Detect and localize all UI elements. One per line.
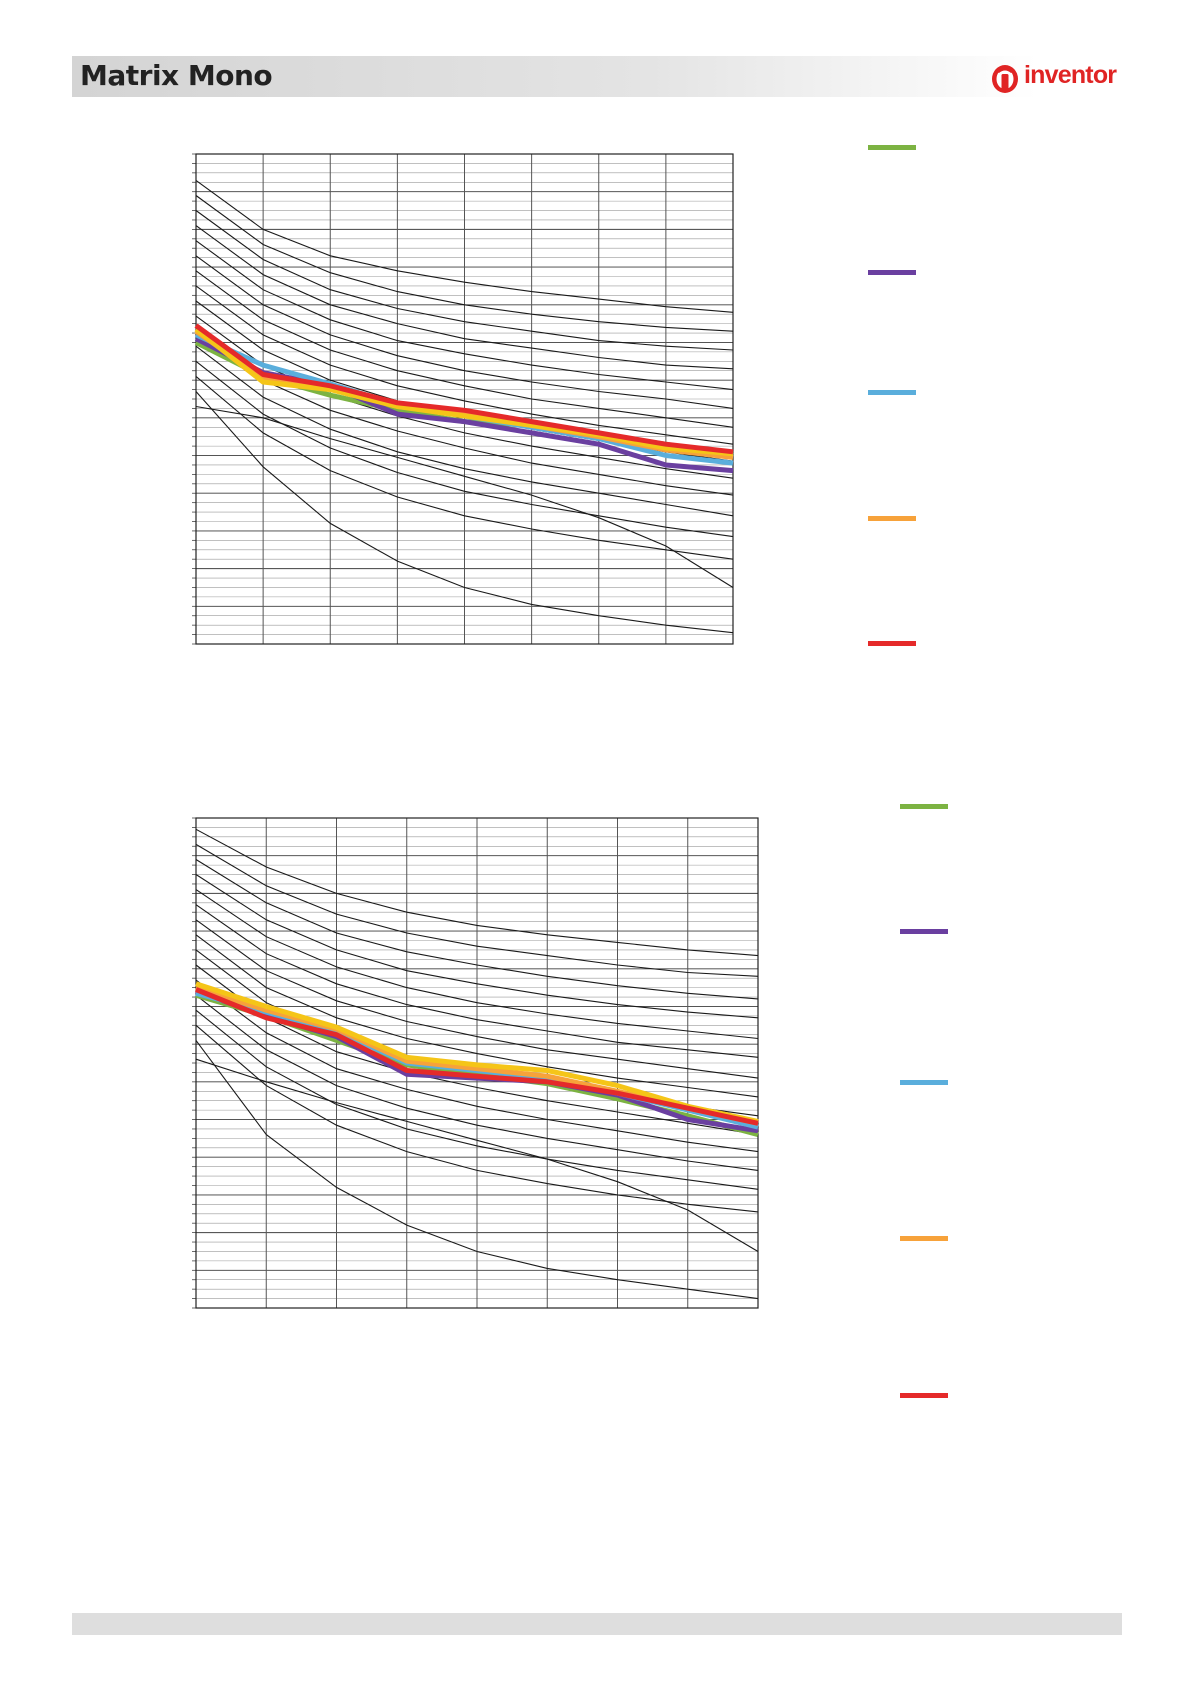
reference-curve-14	[195, 1024, 759, 1213]
reference-curve-12	[195, 345, 734, 517]
reference-curve-11	[195, 979, 759, 1153]
reference-curve-6	[195, 255, 734, 409]
grid	[192, 153, 734, 645]
legend-swatch-5	[900, 1393, 948, 1398]
legend-swatch-2	[868, 270, 916, 275]
brand-name: inventor	[1024, 61, 1117, 89]
reference-curve-7	[195, 270, 734, 428]
brand-logo: inventor	[990, 60, 1125, 96]
legend-swatch-2	[900, 929, 948, 934]
reference-curve-6	[195, 904, 759, 1058]
legend-swatch-4	[900, 1236, 948, 1241]
brand-mark-icon	[992, 65, 1018, 93]
reference-curve-11	[195, 330, 734, 496]
chart-top	[192, 153, 734, 645]
reference-curve-2	[195, 195, 734, 332]
series-line-5	[194, 327, 734, 457]
reference-curve-1	[195, 828, 759, 957]
reference-curve-13	[195, 360, 734, 538]
legend-swatch-3	[868, 390, 916, 395]
legend-swatch-3	[900, 1080, 948, 1085]
reference-curve-14	[195, 375, 734, 560]
plot-frame	[195, 817, 759, 1309]
reference-curve-4	[195, 225, 734, 370]
footer-bar	[72, 1613, 1122, 1635]
reference-curve-4	[195, 874, 759, 1019]
legend-swatch-4	[868, 516, 916, 521]
reference-curve-12	[195, 994, 759, 1171]
legend-swatch-1	[900, 804, 948, 809]
series-line-6	[195, 987, 759, 1126]
series-line-5	[195, 981, 759, 1124]
plot-frame	[195, 153, 734, 645]
reference-curve-3	[195, 210, 734, 351]
reference-curve-8	[195, 934, 759, 1098]
reference-curve-3	[195, 859, 759, 1000]
reference-curve-8	[195, 285, 734, 445]
reference-curve-2	[195, 843, 759, 977]
reference-curve-13	[195, 1009, 759, 1190]
chart-bottom	[192, 817, 759, 1309]
reference-curve-5	[195, 240, 734, 391]
legend-swatch-1	[868, 145, 916, 150]
reference-curve-16	[195, 405, 734, 588]
header-bar: Matrix Mono	[72, 56, 1122, 97]
reference-curve-7	[195, 919, 759, 1079]
reference-curve-16	[195, 1058, 759, 1252]
page-title: Matrix Mono	[80, 59, 273, 92]
reference-curve-15	[195, 391, 734, 634]
reference-curve-15	[195, 1040, 759, 1300]
reference-curve-5	[195, 889, 759, 1040]
series-line-6	[194, 323, 734, 455]
reference-curve-10	[195, 964, 759, 1136]
legend-swatch-5	[868, 641, 916, 646]
reference-curve-1	[195, 179, 734, 313]
